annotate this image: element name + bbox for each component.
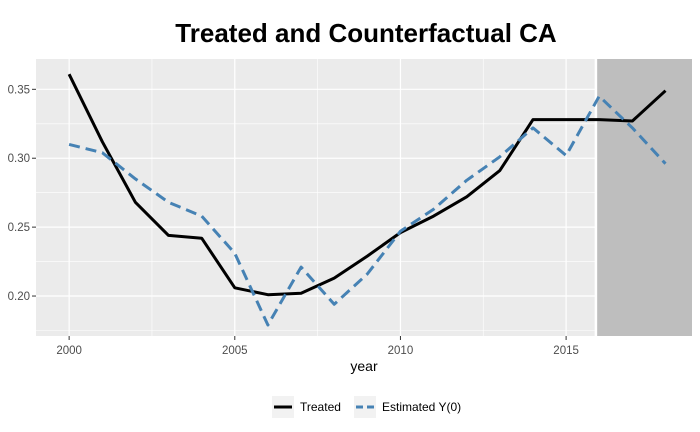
- legend-key: [354, 396, 376, 418]
- x-tick-label: 2015: [553, 345, 579, 357]
- series-lines: [67, 73, 667, 327]
- legend-label: Estimated Y(0): [382, 400, 461, 414]
- x-axis: 2000 2005 2010 2015: [56, 336, 579, 357]
- shaded-region: [595, 59, 692, 336]
- plot-panel: [36, 59, 692, 336]
- y-tick-label: 0.25: [8, 222, 30, 234]
- y-tick-label: 0.30: [8, 153, 30, 165]
- legend: Treated Estimated Y(0): [272, 396, 461, 418]
- x-tick-label: 2010: [388, 345, 414, 357]
- y-tick-label: 0.20: [8, 291, 30, 303]
- minor-gridlines: [36, 54, 692, 336]
- chart-title: Treated and Counterfactual CA: [175, 18, 557, 48]
- y-axis: 0.20 0.25 0.30 0.35: [8, 84, 36, 303]
- major-gridlines: [36, 59, 692, 336]
- x-axis-title: year: [350, 358, 378, 374]
- series-line-treated: [67, 73, 667, 297]
- x-tick-label: 2000: [56, 345, 82, 357]
- series-line-estimated-y0: [68, 94, 667, 327]
- post-treatment-shading: [594, 59, 692, 336]
- legend-label: Treated: [300, 400, 341, 414]
- y-tick-label: 0.35: [8, 84, 30, 96]
- x-tick-label: 2005: [222, 345, 248, 357]
